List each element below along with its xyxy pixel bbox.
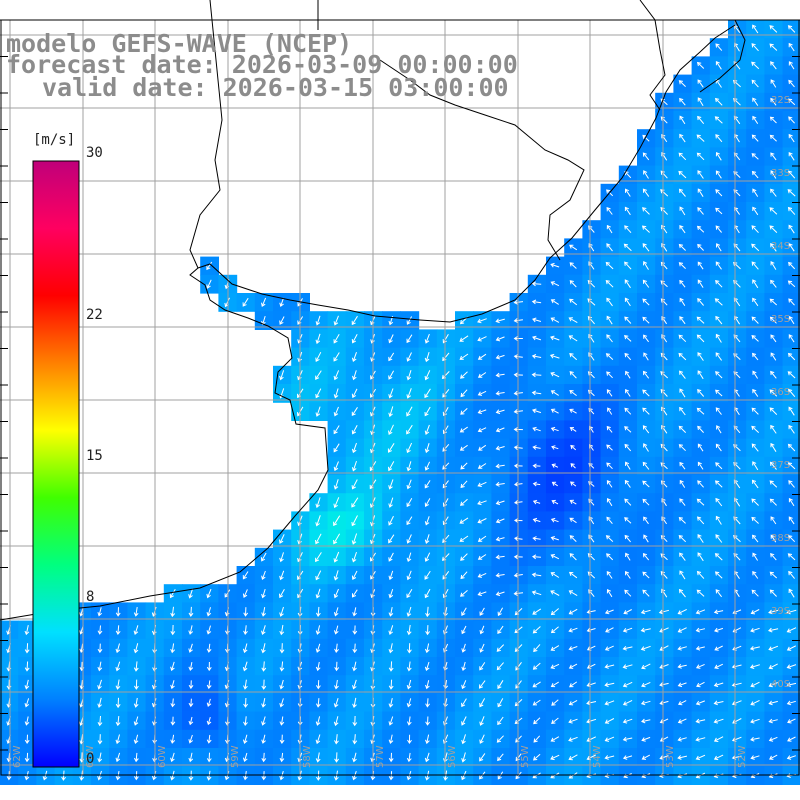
latitude-labels: 32S 33S 34S 35S 36S 37S 38S 39S 40S xyxy=(771,95,790,690)
colorbar-tick-label: 30 xyxy=(86,145,103,161)
colorbar-units: [m/s] xyxy=(33,132,76,148)
lon-label: 52W xyxy=(737,745,748,768)
lat-lon-grid xyxy=(0,19,800,776)
lat-label: 34S xyxy=(771,241,790,252)
lon-label: 56W xyxy=(447,745,458,768)
longitude-labels: 62W 61W 60W 59W 58W 57W 56W 55W 54W 53W 52W xyxy=(12,745,748,768)
lat-label: 39S xyxy=(771,606,790,617)
lat-label: 37S xyxy=(771,460,790,471)
lat-label: 32S xyxy=(771,95,790,106)
lat-label: 35S xyxy=(771,314,790,325)
lon-label: 59W xyxy=(230,745,241,768)
lon-label: 55W xyxy=(520,745,531,768)
lat-label: 33S xyxy=(771,168,790,179)
lat-label: 40S xyxy=(771,679,790,690)
lon-label: 62W xyxy=(12,745,23,768)
colorbar-tick-label: 15 xyxy=(86,448,103,464)
lon-label: 61W xyxy=(85,745,96,768)
wind-arrows xyxy=(6,24,797,781)
colorbar-tick-label: 0 xyxy=(86,751,95,767)
colorbar xyxy=(32,160,80,768)
map-title: modelo GEFS-WAVE (NCEP) xyxy=(6,29,353,58)
lon-label: 58W xyxy=(302,745,313,768)
valid-date: valid date: 2026-03-15 03:00:00 xyxy=(42,73,509,102)
lon-label: 60W xyxy=(157,745,168,768)
lon-label: 54W xyxy=(592,745,603,768)
lon-label: 53W xyxy=(665,745,676,768)
forecast-date: forecast date: 2026-03-09 00:00:00 xyxy=(6,50,518,79)
colorbar-tick-label: 22 xyxy=(86,306,103,323)
lon-label: 57W xyxy=(375,745,386,768)
border-line xyxy=(189,0,585,269)
lat-label: 36S xyxy=(771,387,790,398)
border-line xyxy=(639,0,746,111)
lat-label: 38S xyxy=(771,533,790,544)
colorbar-tick-label: 8 xyxy=(86,589,95,606)
